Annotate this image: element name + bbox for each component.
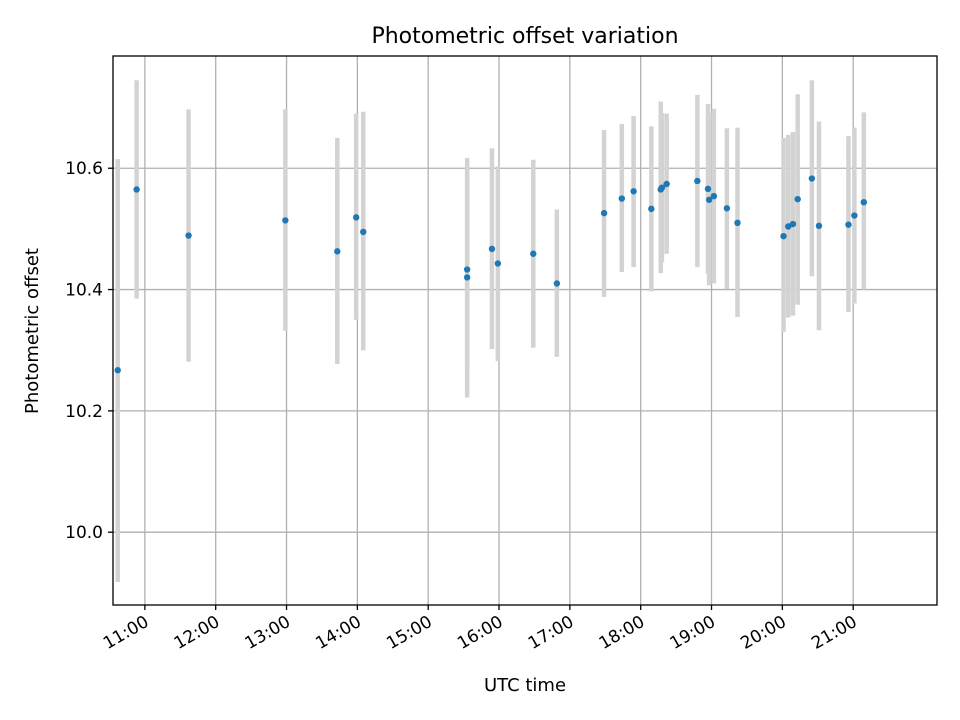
- data-point: [780, 232, 787, 240]
- data-point: [530, 250, 537, 257]
- data-point: [352, 214, 360, 221]
- data-point: [494, 260, 502, 267]
- data-point: [710, 192, 718, 200]
- data-point: [618, 195, 626, 202]
- data-point: [723, 205, 731, 212]
- data-point: [630, 188, 637, 195]
- data-point: [553, 280, 561, 287]
- chart-title: Photometric offset variation: [371, 24, 678, 49]
- data-point: [845, 221, 852, 228]
- y-tick-label: 10.4: [65, 281, 103, 301]
- data-point: [694, 177, 701, 185]
- data-point: [282, 217, 289, 224]
- data-point: [334, 248, 341, 255]
- data-point: [794, 195, 801, 203]
- data-point: [789, 220, 797, 228]
- data-point: [658, 184, 666, 191]
- data-points: [114, 175, 868, 374]
- data-point: [785, 223, 792, 230]
- data-point: [488, 245, 496, 253]
- data-point: [808, 175, 816, 182]
- data-point: [185, 232, 192, 239]
- y-tick-label: 10.0: [65, 523, 103, 543]
- grid: [113, 56, 937, 605]
- data-point: [815, 222, 823, 230]
- x-axis-label: UTC time: [484, 675, 566, 696]
- data-point: [705, 196, 713, 203]
- data-point: [600, 209, 608, 217]
- y-tick-label: 10.2: [65, 402, 103, 422]
- data-point: [114, 367, 121, 374]
- data-point: [704, 185, 712, 193]
- plot-frame: [112, 55, 938, 606]
- data-point: [851, 212, 858, 219]
- data-point: [133, 186, 140, 193]
- y-tick-label: 10.6: [65, 159, 103, 179]
- data-point: [860, 198, 868, 206]
- data-point: [663, 180, 670, 188]
- y-axis-label: Photometric offset: [22, 248, 43, 414]
- data-point: [648, 205, 655, 213]
- data-point: [360, 228, 367, 236]
- data-point: [463, 266, 471, 273]
- data-point: [463, 274, 471, 281]
- data-point: [734, 219, 741, 227]
